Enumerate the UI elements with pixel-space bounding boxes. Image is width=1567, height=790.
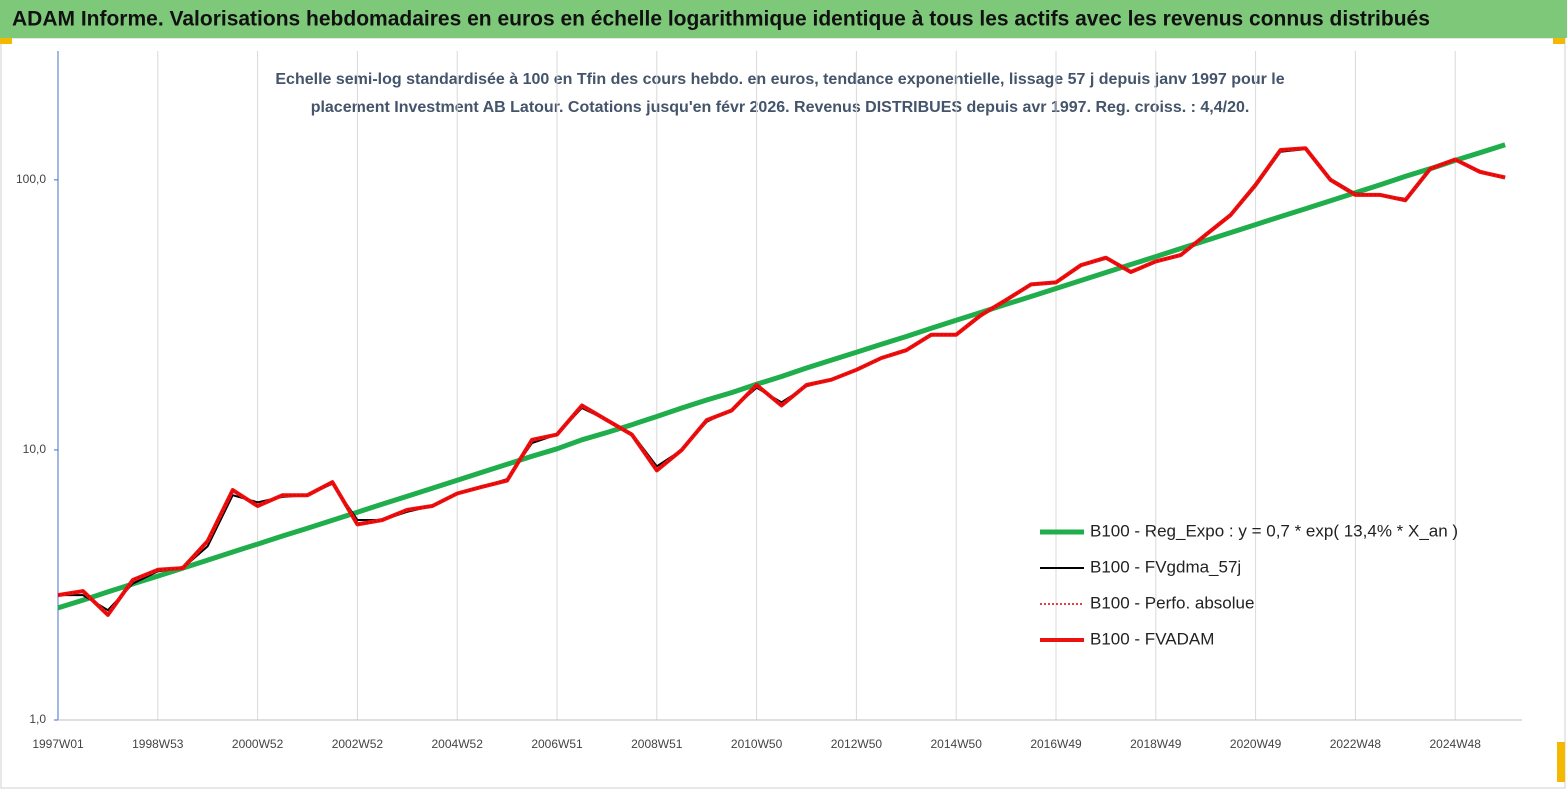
corner [1557, 742, 1565, 782]
x-tick-label: 1998W53 [132, 737, 184, 751]
x-tick-label: 2000W52 [232, 737, 284, 751]
legend-label: B100 - FVgdma_57j [1090, 557, 1241, 576]
chart-title: ADAM Informe. Valorisations hebdomadaire… [12, 8, 1430, 31]
legend-label: B100 - FVADAM [1090, 629, 1214, 648]
corner [1553, 38, 1565, 44]
y-tick-label: 10,0 [23, 442, 47, 456]
x-tick-label: 2020W49 [1230, 737, 1282, 751]
y-tick-label: 1,0 [29, 712, 46, 726]
x-tick-label: 2016W49 [1030, 737, 1082, 751]
corner [0, 38, 12, 44]
x-tick-label: 2024W48 [1430, 737, 1482, 751]
x-tick-label: 1997W01 [32, 737, 84, 751]
chart-subtitle: Echelle semi-log standardisée à 100 en T… [275, 71, 1284, 88]
x-tick-label: 2014W50 [931, 737, 983, 751]
x-tick-label: 2006W51 [531, 737, 583, 751]
legend-label: B100 - Perfo. absolue [1090, 593, 1254, 612]
x-tick-label: 2022W48 [1330, 737, 1382, 751]
x-tick-label: 2008W51 [631, 737, 683, 751]
x-tick-label: 2012W50 [831, 737, 883, 751]
x-tick-label: 2010W50 [731, 737, 783, 751]
y-tick-label: 100,0 [16, 172, 46, 186]
series-line [57, 147, 1506, 616]
x-tick-label: 2002W52 [332, 737, 384, 751]
x-tick-label: 2004W52 [432, 737, 484, 751]
x-tick-label: 2018W49 [1130, 737, 1182, 751]
legend-label: B100 - Reg_Expo : y = 0,7 * exp( 13,4% *… [1090, 521, 1458, 540]
series-line [57, 142, 1506, 611]
title-bar [0, 0, 1567, 38]
chart-subtitle: placement Investment AB Latour. Cotation… [311, 99, 1250, 116]
